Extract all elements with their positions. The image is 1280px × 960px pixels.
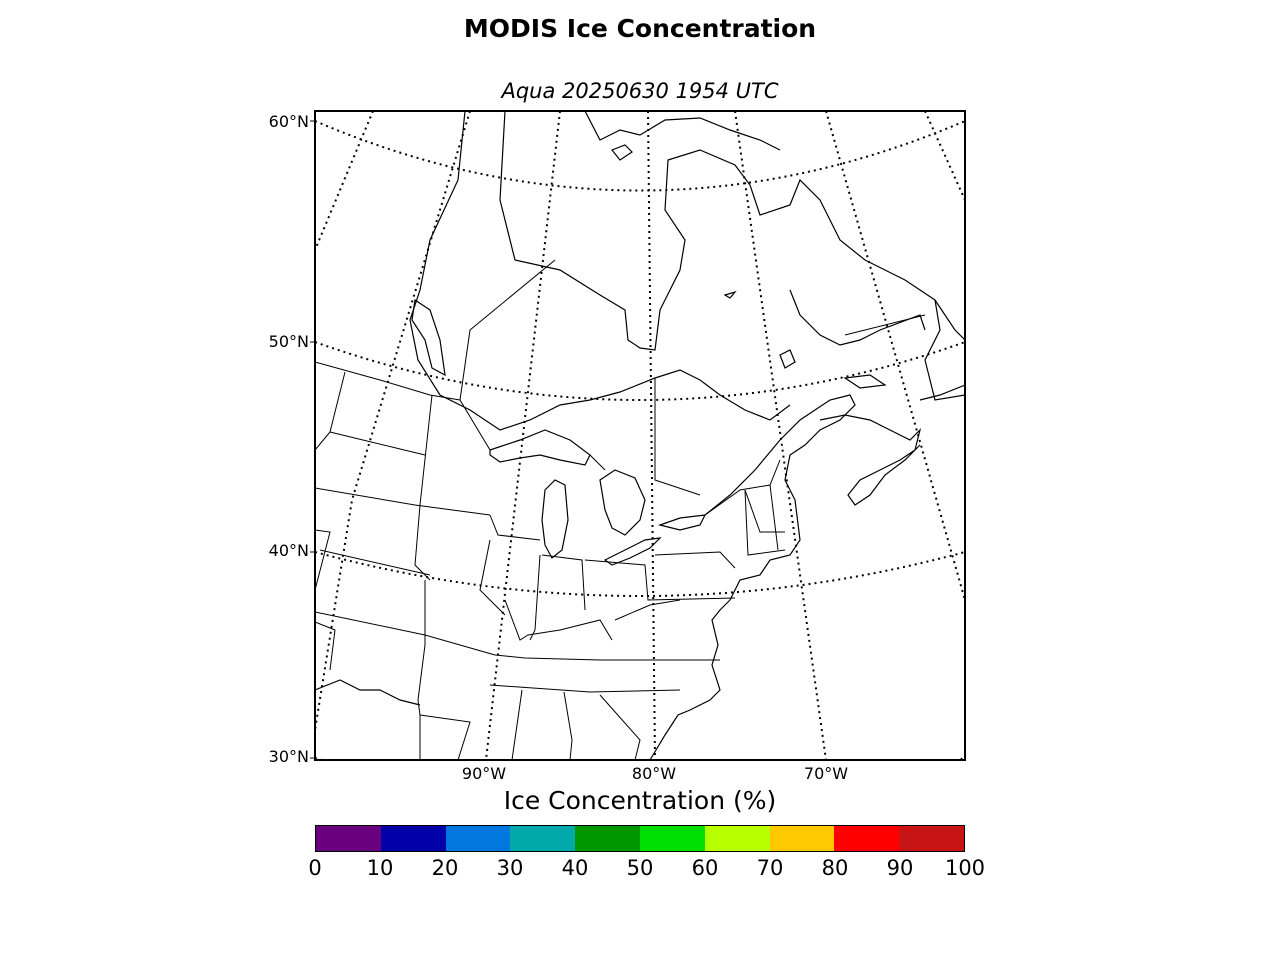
colorbar-segment [445, 826, 511, 851]
colorbar-segment [575, 826, 640, 851]
lon-label-80w: 80°W [631, 764, 677, 783]
colorbar-tick-label: 30 [496, 856, 524, 880]
plot-title: MODIS Ice Concentration [463, 14, 817, 43]
map-frame [314, 110, 966, 761]
colorbar-segment [380, 826, 446, 851]
political-boundaries [315, 259, 926, 760]
colorbar-segment [834, 826, 900, 851]
lat-label-60: 60°N [268, 112, 309, 131]
colorbar-title: Ice Concentration (%) [503, 786, 777, 815]
colorbar-tick-label: 20 [431, 856, 459, 880]
colorbar-tick-label: 100 [944, 856, 986, 880]
colorbar-segment [639, 826, 705, 851]
colorbar-tick-label: 10 [366, 856, 394, 880]
lon-label-90w: 90°W [461, 764, 507, 783]
colorbar-tick-label: 40 [561, 856, 589, 880]
graticule-meridians [315, 111, 965, 760]
colorbar-segment [769, 826, 835, 851]
colorbar-tick-label: 60 [691, 856, 719, 880]
colorbar-tick-label: 0 [308, 856, 322, 880]
coastlines [315, 111, 965, 760]
graticule-parallels [315, 120, 965, 760]
lat-label-40: 40°N [268, 541, 309, 560]
colorbar-segment [899, 826, 964, 851]
lat-label-30: 30°N [268, 747, 309, 766]
colorbar-segment [510, 826, 576, 851]
lon-label-70w: 70°W [803, 764, 849, 783]
colorbar-tick-label: 50 [626, 856, 654, 880]
colorbar [315, 825, 965, 852]
colorbar-tick-label: 80 [821, 856, 849, 880]
colorbar-tick-label: 70 [756, 856, 784, 880]
lat-label-50: 50°N [268, 332, 309, 351]
colorbar-segment [316, 826, 381, 851]
plot-subtitle: Aqua 20250630 1954 UTC [501, 79, 779, 103]
colorbar-segment [704, 826, 770, 851]
colorbar-tick-label: 90 [886, 856, 914, 880]
